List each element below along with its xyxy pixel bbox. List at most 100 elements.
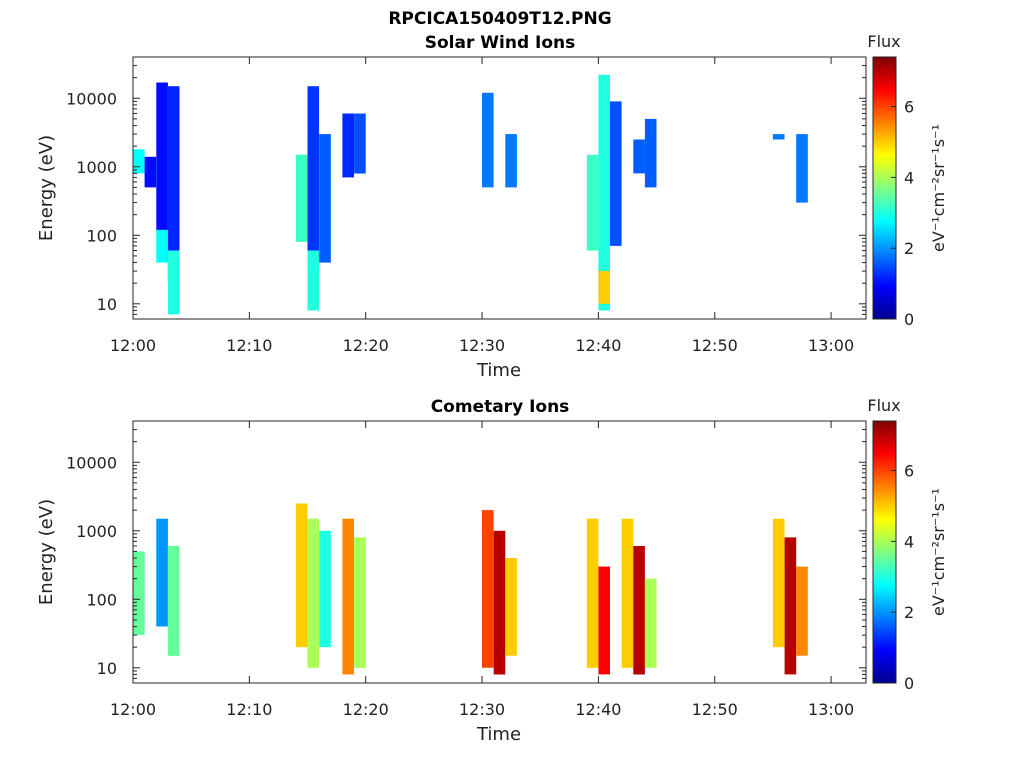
spectrogram-cell (319, 134, 331, 263)
y-tick-label: 10 (97, 659, 117, 678)
spectrogram-cell (482, 92, 494, 188)
colorbar: Flux 0 2 4 6 eV⁻¹cm⁻²sr⁻¹s⁻¹ (867, 396, 948, 693)
x-tick-label: 12:30 (459, 700, 505, 719)
spectrogram-cells (133, 503, 808, 675)
y-tick-label: 10 (97, 295, 117, 314)
colorbar-tick-label: 6 (904, 462, 914, 481)
x-axis-ticks: 12:00 12:10 12:20 12:30 12:40 12:50 13:00 (110, 57, 854, 355)
panel-title: Cometary Ions (431, 397, 570, 417)
colorbar-tick-label: 0 (904, 674, 914, 693)
spectrogram-cell (295, 154, 308, 242)
x-tick-label: 12:40 (575, 700, 621, 719)
spectrogram-cell (598, 271, 610, 304)
spectrogram-cell (796, 134, 808, 203)
colorbar-tick-label: 2 (904, 239, 914, 258)
y-tick-label: 1000 (76, 158, 117, 177)
figure-filename: RPCICA150409T12.PNG (388, 9, 611, 29)
spectrogram-cell (482, 510, 494, 668)
spectrogram-cell (319, 530, 331, 648)
x-tick-label: 12:30 (459, 336, 505, 355)
y-tick-label: 100 (86, 590, 117, 609)
y-tick-label: 100 (86, 226, 117, 245)
spectrogram-cell (133, 149, 145, 174)
colorbar-title: Flux (867, 396, 900, 415)
plot-frame (132, 420, 867, 684)
spectrogram-cell (156, 82, 168, 230)
spectrogram-cell (167, 546, 180, 656)
y-tick-label: 10000 (66, 453, 117, 472)
spectrogram-cell (342, 518, 354, 675)
spectrogram-cell (586, 518, 599, 668)
spectrogram-cell (644, 118, 657, 188)
colorbar-tick-label: 4 (904, 532, 914, 551)
spectrogram-cell (307, 86, 320, 272)
spectrogram-cell (621, 518, 634, 668)
colorbar-ticks: 0 2 4 6 (891, 462, 914, 693)
spectrogram-cell (167, 86, 180, 284)
spectrogram-cell (505, 558, 517, 656)
x-tick-label: 12:20 (343, 700, 389, 719)
x-axis-ticks: 12:00 12:10 12:20 12:30 12:40 12:50 13:00 (110, 421, 854, 719)
colorbar-unit-label: eV⁻¹cm⁻²sr⁻¹s⁻¹ (929, 488, 948, 616)
colorbar-unit-label: eV⁻¹cm⁻²sr⁻¹s⁻¹ (929, 124, 948, 252)
colorbar-gradient (872, 420, 897, 684)
spectrogram-cell (633, 546, 645, 675)
spectrogram-cell (772, 134, 785, 140)
spectrogram-cell (505, 134, 517, 188)
x-tick-label: 12:00 (110, 700, 156, 719)
spectrogram-cell (354, 113, 366, 174)
spectrogram-cell (167, 250, 180, 315)
colorbar-gradient (872, 56, 897, 320)
spectrogram-cell (610, 101, 622, 246)
x-tick-label: 12:10 (226, 700, 272, 719)
spectrogram-cell (493, 530, 506, 675)
colorbar-tick-label: 2 (904, 603, 914, 622)
x-tick-label: 13:00 (808, 700, 854, 719)
y-axis-label: Energy (eV) (36, 499, 57, 605)
x-tick-label: 12:50 (692, 700, 738, 719)
y-tick-label: 10000 (66, 89, 117, 108)
spectrogram-cell (796, 566, 808, 656)
colorbar: Flux 0 2 4 6 eV⁻¹cm⁻²sr⁻¹s⁻¹ (867, 32, 948, 329)
y-tick-label: 1000 (76, 522, 117, 541)
spectrogram-cell (598, 74, 610, 311)
colorbar-tick-label: 4 (904, 168, 914, 187)
spectrogram-cell (156, 229, 168, 263)
spectrogram-cell (295, 503, 308, 648)
panel-solar-wind-ions: Solar Wind Ions 10 100 1000 10000 12:00 12:1… (36, 32, 948, 381)
x-tick-label: 12:10 (226, 336, 272, 355)
spectrogram-cell (633, 139, 645, 174)
x-tick-label: 12:40 (575, 336, 621, 355)
plot-area (133, 57, 866, 319)
x-tick-label: 12:00 (110, 336, 156, 355)
plot-frame (132, 56, 867, 320)
colorbar-tick-label: 0 (904, 310, 914, 329)
spectrogram-cell (133, 551, 145, 636)
spectrogram-cell (598, 566, 610, 675)
colorbar-title: Flux (867, 32, 900, 51)
x-axis-label: Time (476, 360, 521, 381)
colorbar-tick-label: 6 (904, 98, 914, 117)
spectrogram-cell (307, 250, 320, 311)
x-tick-label: 12:20 (343, 336, 389, 355)
spectrogram-cell (354, 537, 366, 668)
spectrogram-cells (133, 74, 808, 315)
spectrogram-cell (586, 154, 599, 251)
spectrogram-cell (144, 156, 157, 188)
spectrogram-cell (784, 537, 797, 675)
spectrogram-cell (772, 518, 785, 648)
panel-title: Solar Wind Ions (425, 33, 576, 53)
y-axis-ticks: 10 100 1000 10000 (66, 420, 866, 684)
spectrogram-cell (644, 578, 657, 668)
spectrogram-cell (307, 518, 320, 668)
colorbar-ticks: 0 2 4 6 (891, 98, 914, 329)
spectrogram-cell (156, 518, 168, 627)
y-axis-ticks: 10 100 1000 10000 (66, 56, 866, 320)
y-axis-label: Energy (eV) (36, 135, 57, 241)
spectrogram-cell (342, 113, 354, 178)
x-tick-label: 13:00 (808, 336, 854, 355)
x-tick-label: 12:50 (692, 336, 738, 355)
x-axis-label: Time (476, 724, 521, 745)
